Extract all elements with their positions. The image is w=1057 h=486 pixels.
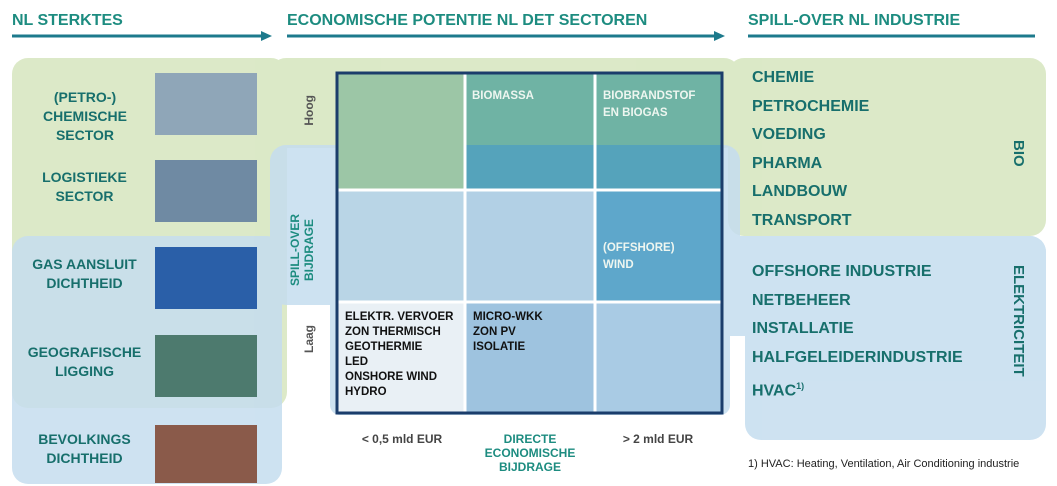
cell-text: LED — [345, 356, 368, 368]
superscript: 1) — [796, 381, 805, 391]
elek-item: NETBEHEER — [752, 287, 851, 316]
item-text: NETBEHEER — [752, 291, 851, 309]
strength-label: BEVOLKINGS DICHTHEID — [38, 431, 131, 466]
elek-item: HVAC1) — [752, 372, 804, 406]
elek-item: OFFSHORE INDUSTRIE — [752, 258, 932, 287]
cell-text: BIOBRANDSTOF EN BIOGAS — [603, 90, 696, 119]
bio-item: CHEMIE — [752, 69, 815, 86]
cell-text: BIOMASSA — [472, 90, 534, 102]
elek-item: HALFGELEIDERINDUSTRIE — [752, 344, 963, 373]
strength-label: GAS AANSLUIT DICHTHEID — [32, 256, 137, 291]
header: NL STERKTES — [12, 12, 123, 29]
cell-text: HYDRO — [345, 386, 387, 398]
x-axis-label: DIRECTE ECONOMISCHE BIJDRAGE — [484, 432, 576, 474]
footnote: 1) HVAC: Heating, Ventilation, Air Condi… — [748, 458, 1020, 470]
cell-text: ZON PV — [473, 326, 516, 338]
bio-item: VOEDING — [752, 126, 826, 143]
item-text: OFFSHORE INDUSTRIE — [752, 263, 932, 280]
header: SPILL-OVER NL INDUSTRIE — [748, 12, 961, 29]
strength-label: (PETRO-) CHEMISCHE SECTOR — [42, 89, 127, 143]
strength-label: GEOGRAFISCHE LIGGING — [27, 344, 142, 379]
cell-text: ZON THERMISCH — [345, 326, 441, 338]
cell-text: ELEKTR. VERVOER — [345, 311, 454, 323]
cell-text: GEOTHERMIE — [345, 341, 423, 353]
bio-item: PETROCHEMIE — [752, 97, 870, 115]
header: ECONOMISCHE POTENTIE NL DET SECTOREN — [287, 12, 648, 29]
bio-item: LANDBOUW — [752, 183, 848, 200]
elek-label: ELEKTRICITEIT — [1010, 265, 1027, 377]
cell-text: ISOLATIE — [473, 341, 526, 353]
item-text: HVAC — [752, 382, 797, 400]
bio-item: PHARMA — [752, 154, 823, 172]
x-high: > 2 mld EUR — [622, 432, 694, 446]
cell-text: ONSHORE WIND — [345, 371, 437, 383]
elek-item: INSTALLATIE — [752, 315, 854, 344]
cell-text: (OFFSHORE) WIND — [603, 242, 675, 271]
x-low: < 0,5 mld EUR — [361, 432, 443, 446]
y-high: Hoog — [302, 95, 316, 126]
y-axis-label: SPILL-OVER BIJDRAGE — [288, 214, 316, 287]
item-text: INSTALLATIE — [752, 320, 854, 337]
y-low: Laag — [302, 325, 316, 354]
item-text: HALFGELEIDERINDUSTRIE — [752, 348, 963, 366]
bio-item: TRANSPORT — [752, 211, 852, 229]
bio-label: BIO — [1010, 140, 1027, 167]
cell-text: MICRO-WKK — [473, 311, 543, 323]
strength-label: LOGISTIEKE SECTOR — [42, 169, 127, 204]
